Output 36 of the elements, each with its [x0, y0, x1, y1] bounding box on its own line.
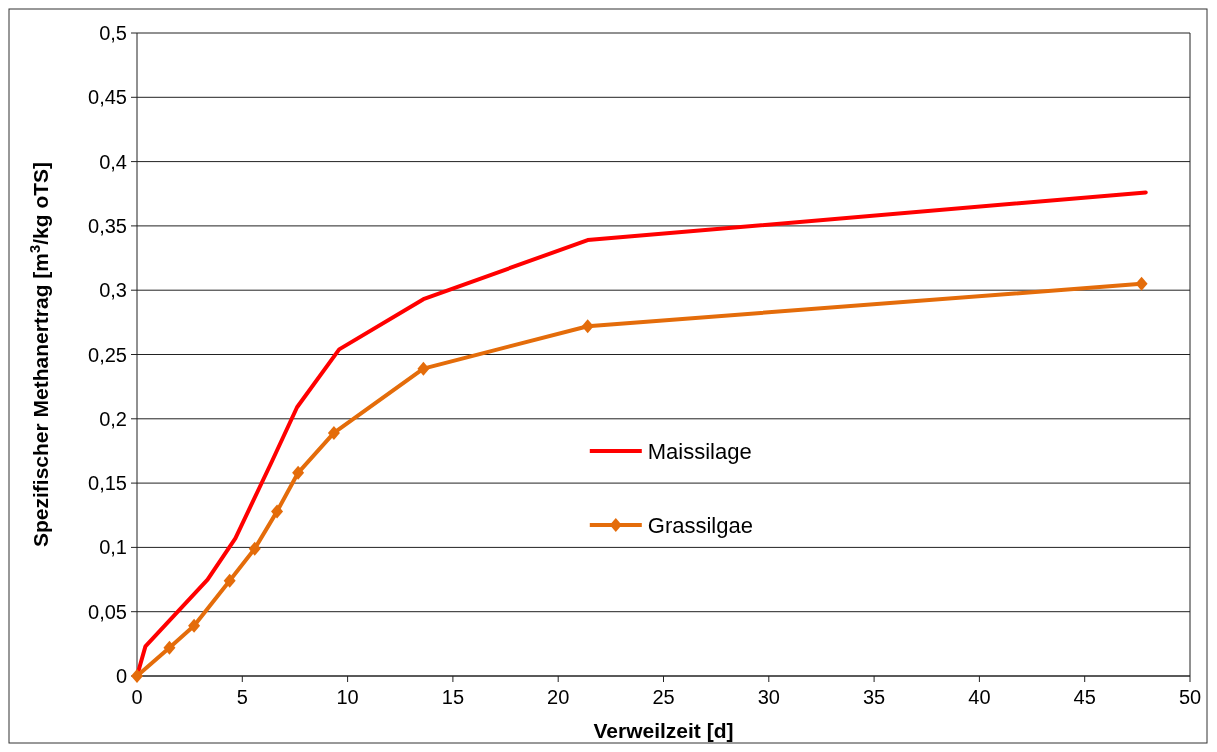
y-tick-label: 0,2 — [99, 407, 127, 430]
x-tick-label: 20 — [547, 686, 570, 708]
y-tick-label: 0,05 — [88, 600, 127, 623]
legend-label: Grassilgae — [647, 512, 753, 538]
y-tick-label: 0,3 — [99, 279, 127, 302]
x-axis-title: Verweilzeit [d] — [593, 719, 734, 742]
legend-label: Maissilage — [647, 438, 752, 464]
y-tick-label: 0 — [115, 665, 127, 687]
y-tick-label: 0,5 — [99, 22, 127, 44]
x-tick-label: 15 — [441, 686, 465, 708]
point — [271, 504, 284, 519]
x-tick-label: 45 — [1073, 686, 1096, 708]
point — [223, 573, 236, 588]
x-tick-label: 10 — [336, 686, 359, 708]
point — [417, 361, 430, 376]
x-tick-label: 5 — [236, 686, 248, 708]
y-tick-label: 0,1 — [99, 536, 127, 559]
point — [581, 319, 594, 334]
y-tick-label: 0,25 — [88, 343, 127, 366]
y-tick-label: 0,4 — [99, 150, 127, 173]
point — [163, 640, 176, 655]
x-tick-label: 30 — [757, 686, 780, 708]
x-tick-label: 0 — [131, 686, 143, 708]
point — [188, 618, 201, 633]
x-tick-label: 25 — [652, 686, 675, 708]
x-tick-label: 35 — [862, 686, 886, 708]
point — [292, 465, 305, 480]
point — [248, 541, 261, 556]
x-tick-label: 40 — [968, 686, 991, 708]
x-tick-label: 50 — [1178, 686, 1202, 708]
y-tick-label: 0,35 — [88, 214, 127, 237]
point — [131, 669, 143, 683]
point — [327, 425, 340, 440]
point — [1135, 276, 1148, 291]
y-tick-label: 0,15 — [88, 472, 127, 495]
y-tick-label: 0,45 — [88, 86, 127, 109]
